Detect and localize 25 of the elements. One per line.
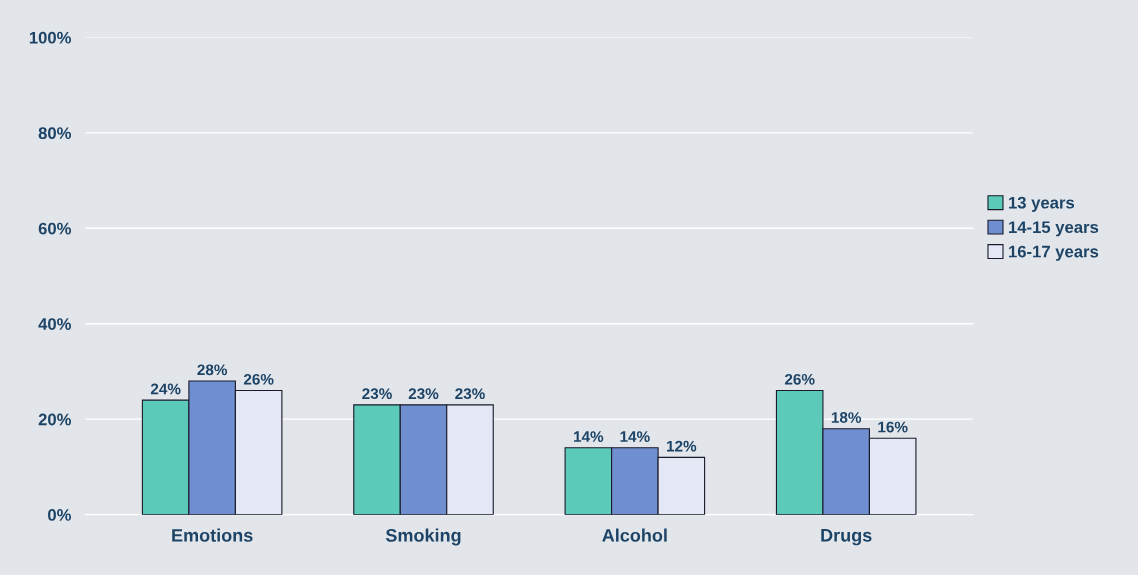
y-tick-label: 20% [38, 413, 72, 426]
text: 28% [197, 364, 228, 376]
x-tick-label: Drugs [821, 529, 872, 546]
text: 14% [574, 431, 604, 442]
text: 23% [408, 388, 439, 400]
y-tick-label: 100% [29, 31, 72, 44]
text: 16% [878, 421, 908, 433]
y-tick-label: 80% [38, 127, 72, 140]
legend-label: 14-15 years [1009, 221, 1099, 237]
text: 18% [831, 412, 862, 423]
text: 12% [667, 440, 697, 452]
x-tick-label: Alcohol [602, 528, 667, 542]
y-tick-label: 40% [38, 318, 72, 330]
legend-label: 16-17 years [1009, 245, 1099, 261]
text: 23% [362, 388, 392, 400]
y-tick-label: 0% [48, 509, 72, 521]
x-tick-label: Smoking [385, 528, 461, 546]
text: 14% [620, 431, 650, 442]
legend-label: 13 years [1009, 196, 1075, 212]
text: 26% [784, 373, 815, 385]
text: 24% [150, 383, 181, 395]
y-tick-label: 60% [38, 222, 72, 235]
text: 26% [243, 373, 274, 385]
x-tick-label: Emotions [172, 528, 253, 542]
text: 23% [455, 388, 485, 400]
